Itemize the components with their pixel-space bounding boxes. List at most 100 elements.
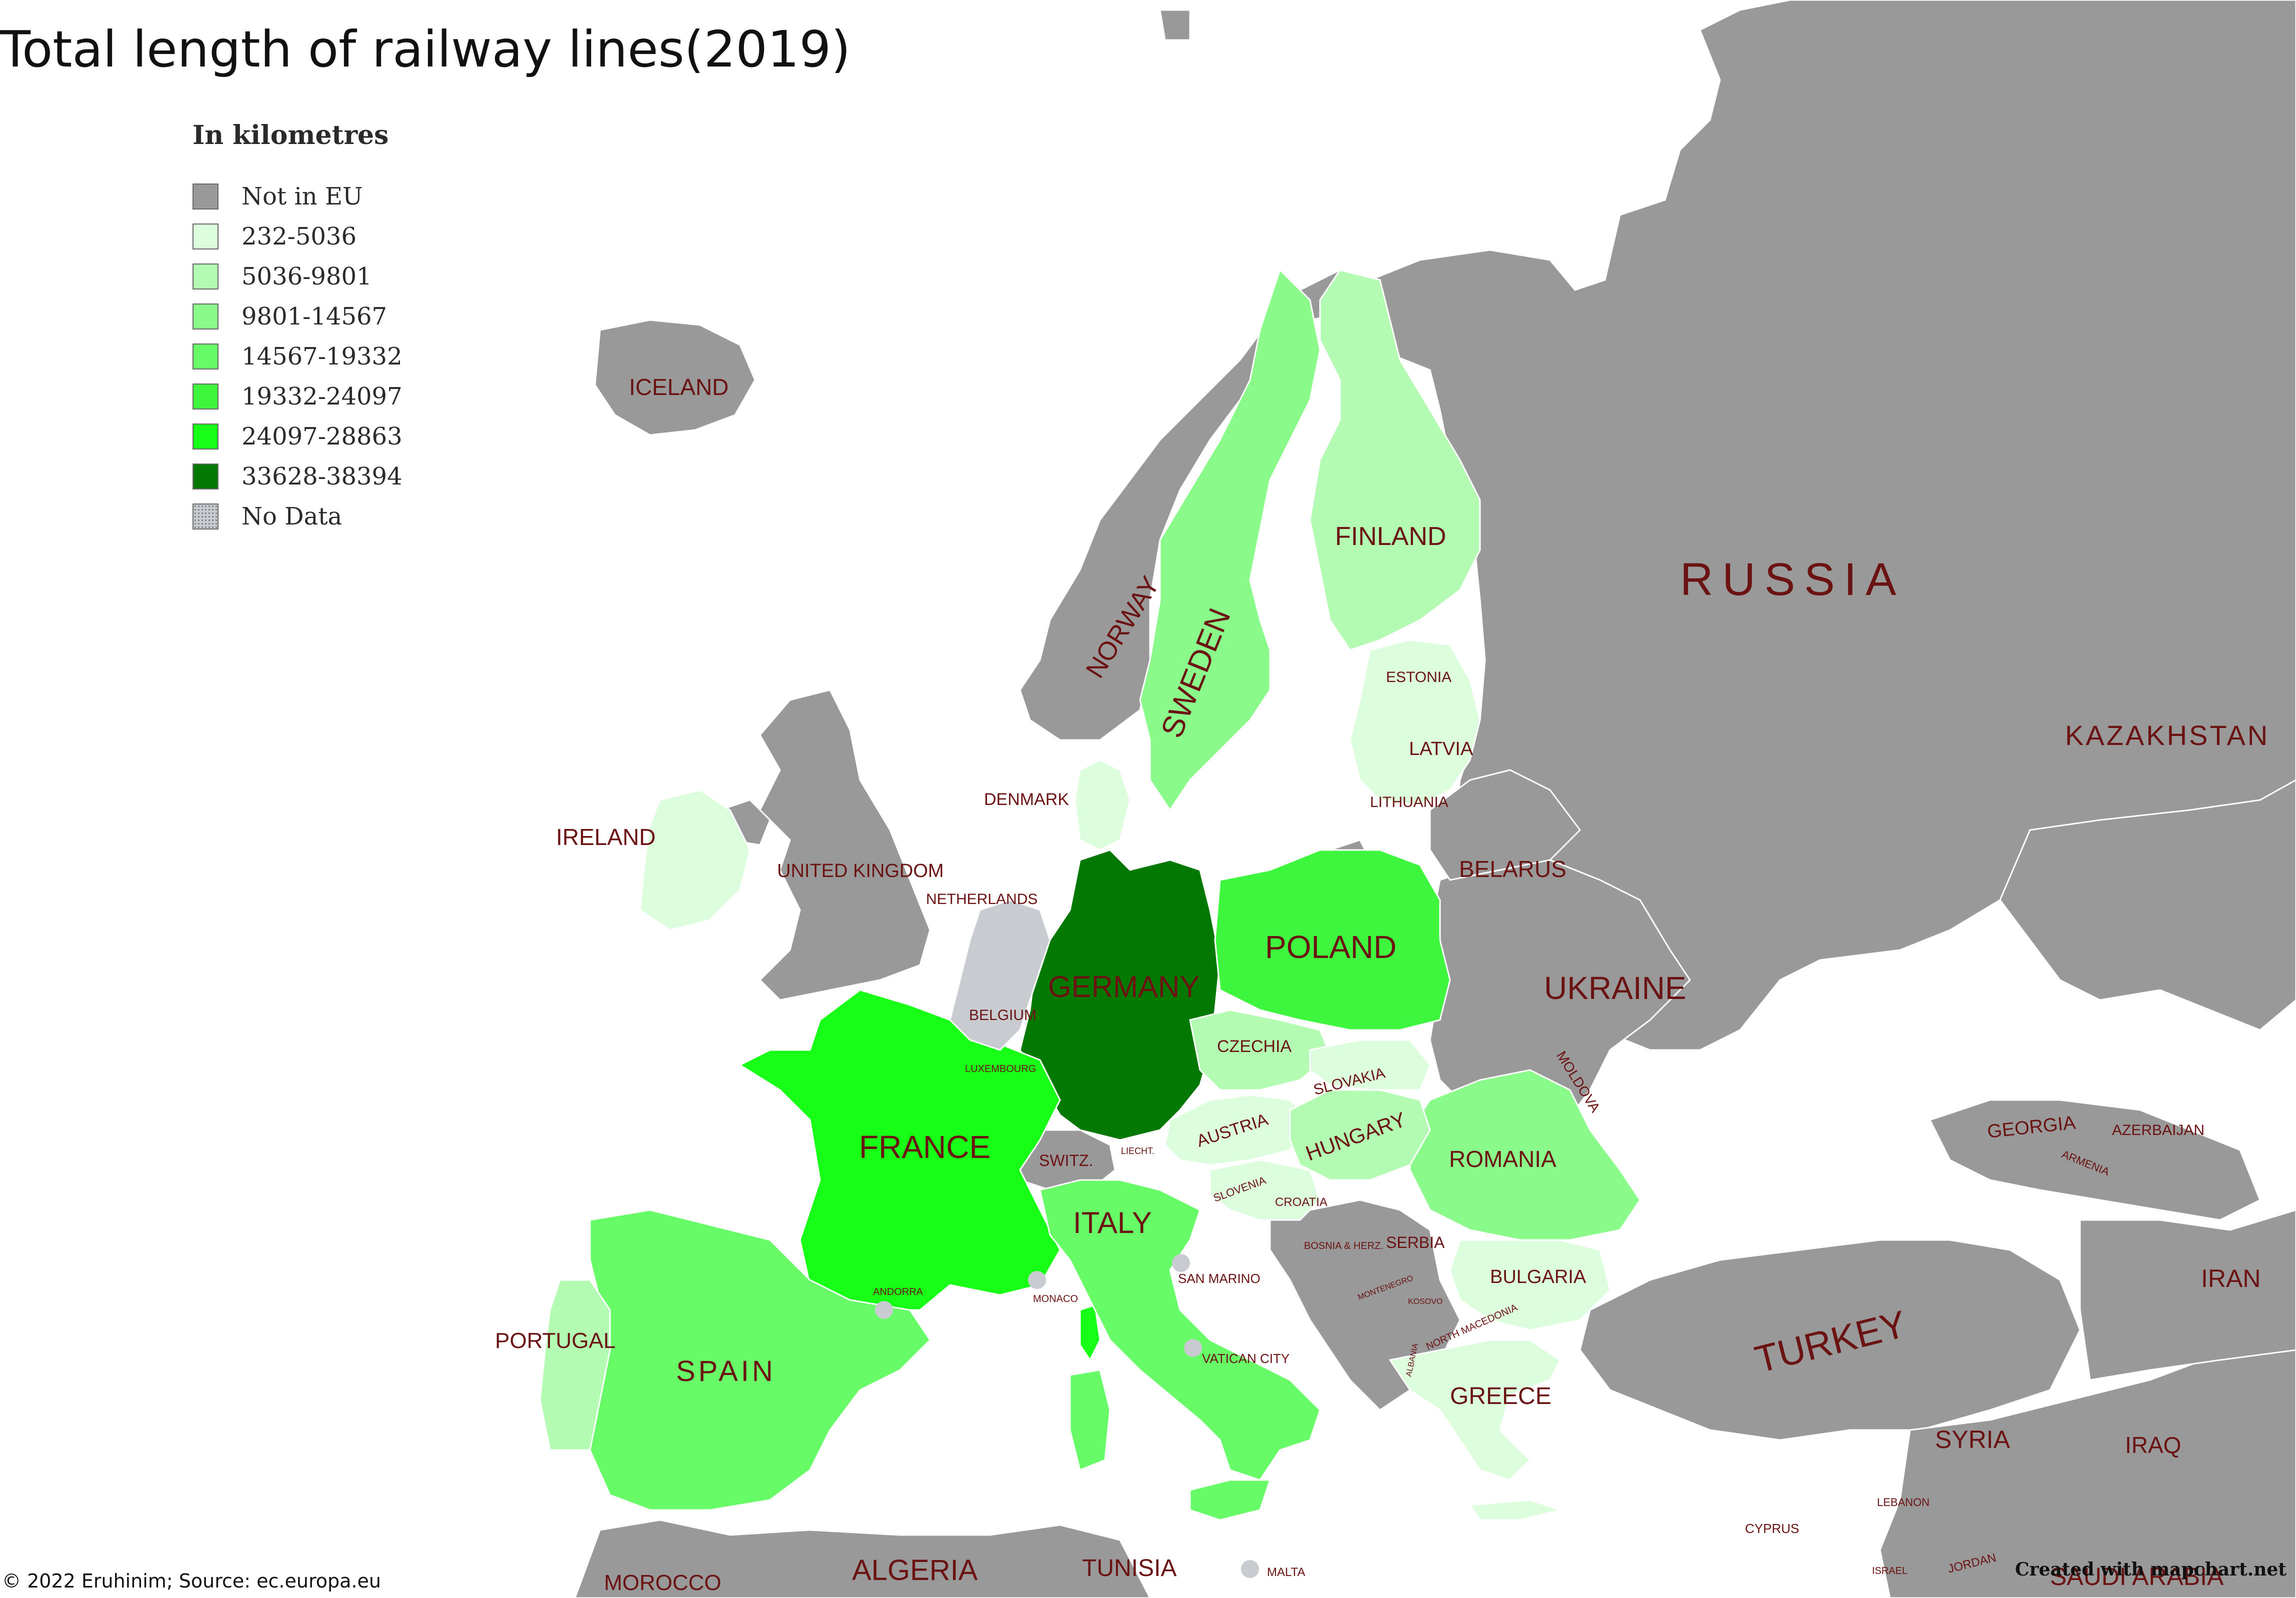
source-credit: © 2022 Eruhinim; Source: ec.europa.eu bbox=[2, 1570, 381, 1592]
label-algeria: ALGERIA bbox=[852, 1554, 978, 1586]
benelux-region bbox=[949, 899, 1051, 1051]
eu-countries bbox=[539, 268, 1641, 1521]
crete-region bbox=[1468, 1499, 1563, 1521]
north-africa-shape bbox=[574, 1519, 1151, 1598]
uk-shape bbox=[758, 689, 931, 1001]
belarus-shape bbox=[1429, 769, 1581, 881]
label-liechtenstein: LIECHT. bbox=[1121, 1146, 1154, 1156]
norway-shape bbox=[1159, 9, 1191, 41]
label-belarus: BELARUS bbox=[1459, 856, 1566, 882]
legend-swatch bbox=[192, 424, 218, 450]
legend-swatch-dotted bbox=[192, 504, 218, 530]
legend-label: 9801-14567 bbox=[242, 302, 388, 330]
caucasus-shape bbox=[1928, 1099, 2261, 1221]
slovenia-croatia-region bbox=[1209, 1159, 1321, 1221]
label-greece: GREECE bbox=[1450, 1383, 1552, 1410]
label-san-marino: SAN MARINO bbox=[1178, 1271, 1260, 1286]
label-germany: GERMANY bbox=[1048, 970, 1200, 1004]
legend-label: 232-5036 bbox=[242, 222, 356, 250]
legend-swatch bbox=[192, 264, 218, 290]
legend-swatch bbox=[192, 384, 218, 410]
label-denmark: DENMARK bbox=[984, 790, 1069, 809]
non-eu-land bbox=[574, 0, 2296, 1598]
russia-shape bbox=[1369, 0, 2296, 1051]
sardinia-region bbox=[1069, 1369, 1111, 1472]
hungary-region bbox=[1289, 1089, 1431, 1181]
label-andorra: ANDORRA bbox=[873, 1286, 924, 1298]
label-iran: IRAN bbox=[2201, 1264, 2260, 1292]
legend-swatch bbox=[192, 344, 218, 370]
bulgaria-region bbox=[1449, 1239, 1611, 1331]
slovakia-region bbox=[1309, 1039, 1431, 1091]
legend-item: 14567-19332 bbox=[192, 336, 402, 376]
label-poland: POLAND bbox=[1265, 929, 1396, 965]
romania-region bbox=[1409, 1069, 1641, 1241]
baltic-region bbox=[1349, 639, 1481, 806]
label-morocco: MOROCCO bbox=[604, 1570, 722, 1595]
italy-region bbox=[1039, 1179, 1321, 1481]
label-iceland: ICELAND bbox=[629, 374, 728, 400]
label-bosnia: BOSNIA & HERZ. bbox=[1304, 1240, 1384, 1252]
kazakhstan-shape bbox=[1999, 779, 2296, 1031]
legend-swatch bbox=[192, 464, 218, 490]
legend-item: No Data bbox=[192, 496, 402, 536]
label-spain: SPAIN bbox=[676, 1355, 776, 1388]
label-lithuania: LITHUANIA bbox=[1370, 794, 1448, 810]
label-latvia: LATVIA bbox=[1409, 738, 1474, 760]
austria-region bbox=[1164, 1094, 1311, 1166]
label-ireland: IRELAND bbox=[556, 824, 656, 850]
iceland-shape bbox=[594, 319, 756, 436]
watermark: Created with mapchart.net bbox=[2015, 1559, 2286, 1580]
label-kazakhstan: KAZAKHSTAN bbox=[2065, 720, 2270, 751]
label-luxembourg: LUXEMBOURG bbox=[965, 1064, 1036, 1074]
label-bulgaria: BULGARIA bbox=[1490, 1266, 1586, 1288]
label-kosovo: KOSOVO bbox=[1408, 1298, 1442, 1306]
label-monaco: MONACO bbox=[1033, 1294, 1078, 1304]
label-czechia: CZECHIA bbox=[1217, 1037, 1292, 1056]
label-lebanon: LEBANON bbox=[1877, 1496, 1930, 1508]
label-malta: MALTA bbox=[1267, 1566, 1305, 1579]
legend: In kilometres Not in EU 232-5036 5036-98… bbox=[192, 120, 402, 536]
page-title: Total length of railway lines(2019) bbox=[0, 20, 851, 78]
monaco-dot bbox=[1028, 1271, 1046, 1289]
finland-region bbox=[1309, 269, 1481, 651]
label-romania: ROMANIA bbox=[1449, 1146, 1556, 1172]
label-estonia: ESTONIA bbox=[1386, 669, 1452, 686]
legend-item: 19332-24097 bbox=[192, 376, 402, 416]
ireland-region bbox=[639, 789, 751, 931]
legend-label: Not in EU bbox=[242, 182, 363, 210]
label-uk: UNITED KINGDOM bbox=[777, 860, 944, 882]
legend-item: 232-5036 bbox=[192, 216, 402, 256]
legend-swatch bbox=[192, 184, 218, 210]
legend-label: 33628-38394 bbox=[242, 462, 402, 490]
label-israel: ISRAEL bbox=[1872, 1566, 1908, 1576]
legend-label: No Data bbox=[242, 502, 342, 530]
legend-item: 24097-28863 bbox=[192, 416, 402, 456]
label-azerbaijan: AZERBAIJAN bbox=[2112, 1122, 2204, 1138]
legend-title: In kilometres bbox=[192, 120, 389, 150]
label-syria: SYRIA bbox=[1935, 1426, 2010, 1454]
label-finland: FINLAND bbox=[1335, 522, 1446, 551]
legend-item: 33628-38394 bbox=[192, 456, 402, 496]
portugal-region bbox=[539, 1279, 611, 1451]
sicily-region bbox=[1189, 1479, 1272, 1521]
middle-east-shape bbox=[1879, 1329, 2296, 1598]
label-serbia: SERBIA bbox=[1386, 1234, 1445, 1252]
label-ukraine: UKRAINE bbox=[1544, 970, 1686, 1006]
iran-shape bbox=[2079, 1209, 2296, 1381]
denmark-region bbox=[1074, 759, 1131, 851]
legend-item: 5036-9801 bbox=[192, 256, 402, 296]
label-tunisia: TUNISIA bbox=[1082, 1555, 1176, 1582]
label-france: FRANCE bbox=[859, 1129, 990, 1165]
legend-label: 14567-19332 bbox=[242, 342, 402, 370]
legend-swatch bbox=[192, 304, 218, 330]
label-russia: RUSSIA bbox=[1680, 554, 1906, 605]
legend-item: Not in EU bbox=[192, 176, 402, 216]
legend-label: 19332-24097 bbox=[242, 382, 402, 410]
malta-dot bbox=[1241, 1560, 1259, 1578]
legend-swatch bbox=[192, 224, 218, 250]
vatican-dot bbox=[1184, 1339, 1202, 1357]
sweden-region bbox=[1139, 268, 1321, 812]
label-vatican: VATICAN CITY bbox=[1202, 1351, 1290, 1366]
